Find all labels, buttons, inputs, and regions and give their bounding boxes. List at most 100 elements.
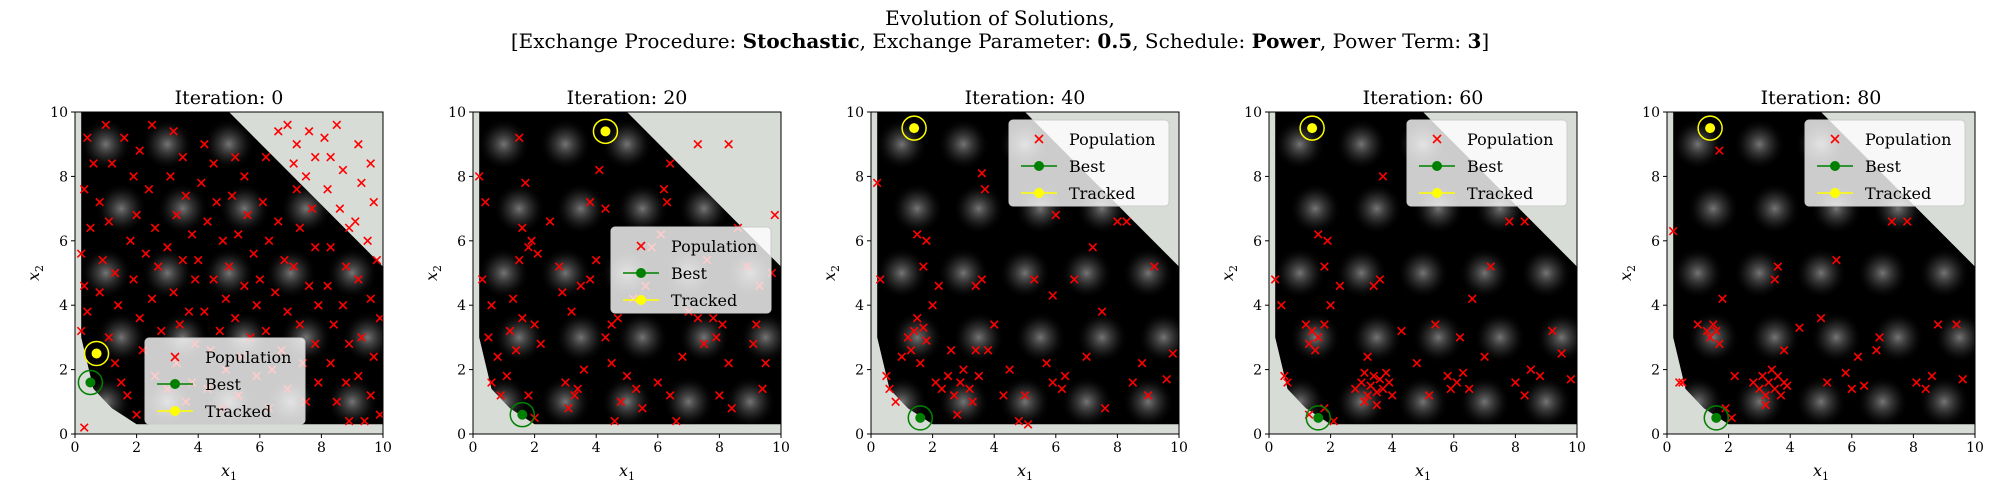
legend-entry-label: Tracked — [1467, 184, 1533, 203]
x-tick-label: 8 — [1113, 440, 1122, 456]
population-point — [1381, 368, 1391, 378]
x-tick-label: 6 — [1449, 440, 1458, 456]
population-point — [1511, 378, 1520, 387]
population-point — [79, 423, 89, 432]
population-point — [249, 249, 259, 259]
subplot-title: Iteration: 80 — [1761, 87, 1882, 109]
legend-entry-label: Population — [1069, 130, 1155, 149]
legend-best-marker — [1830, 161, 1840, 171]
population-point — [1122, 217, 1132, 226]
population-point — [283, 120, 292, 130]
legend: Population Best Tracked — [1008, 119, 1170, 207]
y-tick-label: 8 — [457, 169, 466, 185]
population-point — [153, 262, 163, 271]
population-point — [1378, 172, 1388, 181]
population-point — [715, 390, 724, 400]
landscape-peak — [1076, 311, 1128, 364]
x-tick-label: 8 — [1909, 440, 1918, 456]
population-point — [622, 371, 632, 381]
subtitle-segment: ] — [1481, 29, 1489, 53]
population-point — [163, 242, 172, 252]
best-ring — [907, 405, 934, 431]
population-point — [585, 197, 595, 207]
landscape-peak — [156, 182, 209, 235]
y-tick-label: 10 — [1642, 105, 1660, 121]
population-point — [968, 397, 978, 407]
population-point — [1770, 275, 1780, 284]
population-point — [335, 204, 345, 213]
population-point — [1455, 333, 1465, 342]
population-point — [1486, 262, 1496, 271]
best-point — [1711, 412, 1722, 423]
legend-entry-label: Population — [671, 237, 757, 256]
population-point — [918, 323, 928, 333]
best-ring — [1703, 405, 1730, 431]
population-point — [375, 313, 383, 323]
population-point — [1859, 381, 1869, 391]
population-point — [1363, 352, 1372, 362]
tracked-point — [1705, 123, 1716, 134]
legend-entry-label: Best — [205, 375, 241, 394]
y-tick-label: 0 — [59, 427, 68, 443]
population-point — [1452, 378, 1462, 387]
population-point — [999, 390, 1008, 400]
population-point — [545, 217, 555, 226]
population-point — [959, 365, 968, 374]
population-point — [1387, 390, 1397, 400]
population-point — [1313, 333, 1323, 342]
population-point — [514, 133, 524, 143]
population-point — [1375, 275, 1385, 284]
population-point — [341, 262, 351, 271]
population-point — [909, 326, 919, 336]
population-point — [209, 159, 218, 168]
landscape-peak — [1795, 375, 1847, 425]
population-point — [301, 172, 311, 181]
legend-entry-label: Tracked — [671, 291, 737, 310]
population-point — [372, 255, 382, 265]
landscape-peak — [1137, 311, 1179, 364]
legend: Population Best Tracked — [610, 226, 772, 314]
y-axis-label: x2 — [24, 265, 46, 281]
population-point — [1535, 371, 1545, 381]
population-point — [1020, 390, 1030, 400]
legend-box — [144, 337, 306, 425]
population-point — [751, 320, 761, 329]
population-point — [1773, 262, 1783, 271]
population-point — [313, 378, 323, 387]
x-tick-label: 10 — [1170, 440, 1188, 456]
population-point — [1276, 300, 1286, 310]
population-point — [252, 300, 262, 310]
population-point — [1566, 374, 1576, 384]
population-point — [1557, 349, 1566, 358]
landscape-peak — [554, 182, 607, 235]
population-point — [665, 159, 675, 168]
population-point — [561, 378, 570, 387]
population-point — [1705, 333, 1715, 342]
y-tick-label: 8 — [1253, 169, 1262, 185]
population-point — [1504, 217, 1514, 226]
x-axis-label: x1 — [619, 461, 635, 483]
population-point — [98, 255, 108, 265]
axes-frame — [1268, 111, 1578, 435]
x-axis-label-subscript: 1 — [230, 470, 237, 483]
landscape-peak — [1520, 375, 1573, 425]
population-point — [76, 326, 86, 336]
subplot-title: Iteration: 60 — [1363, 87, 1484, 109]
population-point — [922, 236, 931, 246]
legend-box — [1406, 119, 1568, 207]
population-point — [172, 210, 182, 220]
population-point — [326, 358, 336, 368]
population-point — [203, 217, 212, 226]
population-point — [1872, 345, 1881, 355]
population-point — [360, 416, 369, 426]
y-tick-label: 0 — [1651, 427, 1660, 443]
population-point — [1875, 333, 1884, 342]
y-tick-label: 10 — [448, 105, 466, 121]
subtitle-segment: 3 — [1467, 29, 1481, 53]
population-point — [1082, 352, 1091, 362]
population-point — [918, 262, 928, 271]
population-point — [1430, 320, 1440, 329]
population-point — [1320, 262, 1329, 271]
population-point — [949, 390, 959, 400]
population-point — [952, 410, 962, 420]
